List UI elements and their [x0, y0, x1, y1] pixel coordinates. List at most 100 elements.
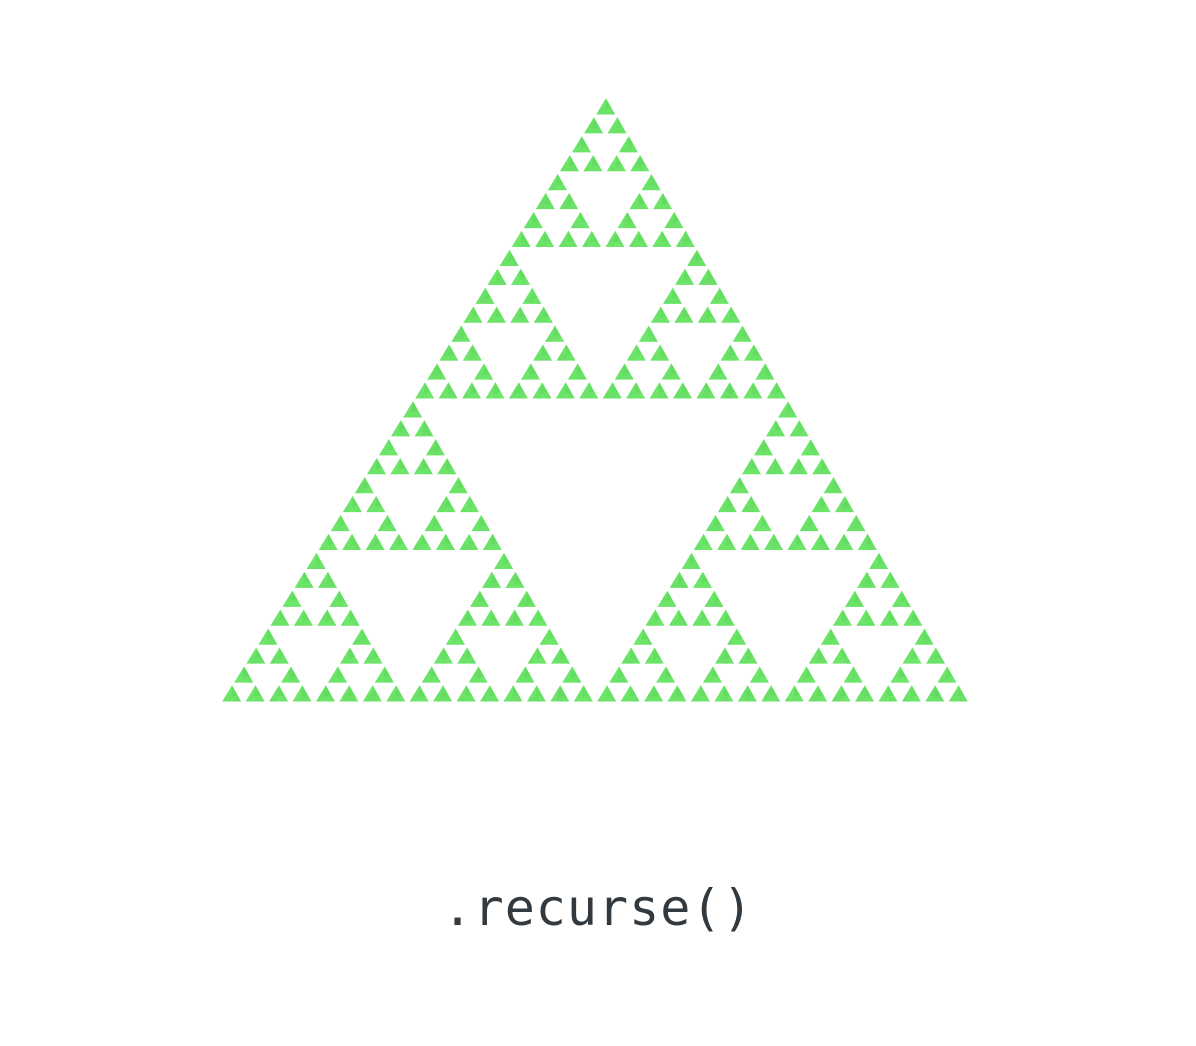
triangle-shade	[729, 345, 736, 357]
triangle-shade	[627, 137, 634, 148]
triangle-shade	[445, 459, 453, 470]
triangle-shade	[899, 667, 906, 678]
triangle-shade	[653, 648, 660, 660]
triangle-shade	[490, 610, 497, 622]
triangle-shade	[701, 610, 708, 622]
triangle-shade	[556, 175, 563, 186]
triangle-shade	[911, 648, 918, 660]
triangle-shade	[524, 667, 531, 678]
triangle-shade	[430, 667, 437, 678]
triangle-shade	[587, 383, 595, 394]
triangle-shade	[514, 572, 521, 584]
triangle-shade	[654, 610, 661, 622]
triangle-shade	[774, 421, 782, 432]
triangle-shade	[616, 118, 623, 129]
triangle-shade	[411, 402, 419, 413]
triangle-shade	[513, 610, 520, 622]
triangle-shade	[664, 667, 672, 678]
triangle-shade	[855, 516, 862, 527]
triangle-shade	[638, 156, 646, 167]
triangle-shade	[887, 686, 894, 697]
triangle-shade	[805, 667, 812, 678]
triangle-shade	[711, 667, 719, 678]
triangle-shade	[324, 686, 331, 697]
triangle-shade	[658, 383, 665, 394]
triangle-shade	[614, 231, 621, 243]
triangle-shade	[445, 497, 452, 508]
triangle-shade	[637, 231, 644, 243]
triangle-shade	[255, 648, 262, 660]
triangle-shade	[279, 610, 286, 622]
triangle-shade	[567, 194, 575, 205]
triangle-shade	[647, 326, 654, 338]
triangle-shade	[254, 686, 261, 697]
triangle-shade	[775, 383, 782, 394]
triangle-shade	[659, 307, 666, 319]
triangle-shade	[717, 364, 724, 375]
triangle-shade	[683, 269, 691, 281]
triangle-shade	[819, 534, 826, 546]
triangle-shade	[681, 383, 689, 394]
triangle-shade	[623, 364, 630, 375]
triangle-shade	[502, 553, 510, 565]
triangle-shade	[418, 686, 425, 697]
triangle-shade	[723, 686, 730, 697]
triangle-shade	[747, 648, 754, 660]
triangle-shade	[242, 667, 250, 678]
triangle-shade	[695, 250, 703, 262]
triangle-shade	[399, 459, 406, 470]
triangle-shade	[383, 667, 390, 678]
triangle-shade	[677, 610, 684, 622]
triangle-shade	[750, 459, 757, 470]
triangle-shade	[658, 345, 666, 357]
triangle-shade	[525, 591, 532, 603]
triangle-shade	[457, 478, 464, 489]
triangle-shade	[536, 648, 543, 660]
triangle-shade	[934, 648, 942, 660]
triangle-shade	[517, 383, 524, 394]
fractal-triangles	[222, 98, 968, 702]
triangle-shade	[701, 572, 709, 584]
triangle-shade	[435, 364, 443, 375]
triangle-shade	[690, 553, 697, 565]
triangle-shade	[769, 686, 777, 697]
triangle-shade	[910, 686, 917, 697]
triangle-shade	[541, 345, 549, 357]
triangle-shade	[548, 629, 555, 641]
triangle-shade	[470, 383, 478, 394]
triangle-shade	[684, 231, 691, 243]
triangle-shade	[772, 534, 780, 546]
triangle-shade	[808, 516, 815, 527]
caption-text: .recurse()	[442, 879, 754, 937]
triangle-shade	[363, 478, 370, 489]
triangle-shade	[371, 686, 378, 697]
triangle-shade	[797, 459, 804, 470]
triangle-shade	[465, 686, 472, 697]
triangle-shade	[738, 478, 745, 489]
triangle-shade	[466, 610, 473, 622]
triangle-shade	[673, 213, 680, 224]
triangle-shade	[580, 137, 588, 148]
triangle-shade	[793, 686, 800, 697]
triangle-shade	[423, 421, 430, 432]
triangle-shade	[495, 307, 502, 319]
triangle-shade	[735, 629, 743, 641]
triangle-shade	[488, 686, 496, 697]
triangle-shade	[301, 686, 308, 697]
triangle-shade	[230, 686, 238, 697]
triangle-shade	[852, 667, 859, 678]
triangle-shade	[761, 516, 768, 527]
triangle-shade	[853, 591, 861, 603]
triangle-shade	[592, 156, 599, 167]
triangle-shade	[386, 516, 393, 527]
triangle-shade	[714, 516, 721, 527]
triangle-shade	[723, 648, 731, 660]
triangle-shade	[752, 383, 759, 394]
triangle-shade	[433, 516, 440, 527]
triangle-shade	[535, 686, 542, 697]
triangle-shade	[796, 534, 803, 546]
triangle-shade	[605, 686, 613, 697]
triangle-shade	[336, 667, 344, 678]
triangle-shade	[327, 534, 334, 546]
triangle-shade	[349, 610, 356, 622]
